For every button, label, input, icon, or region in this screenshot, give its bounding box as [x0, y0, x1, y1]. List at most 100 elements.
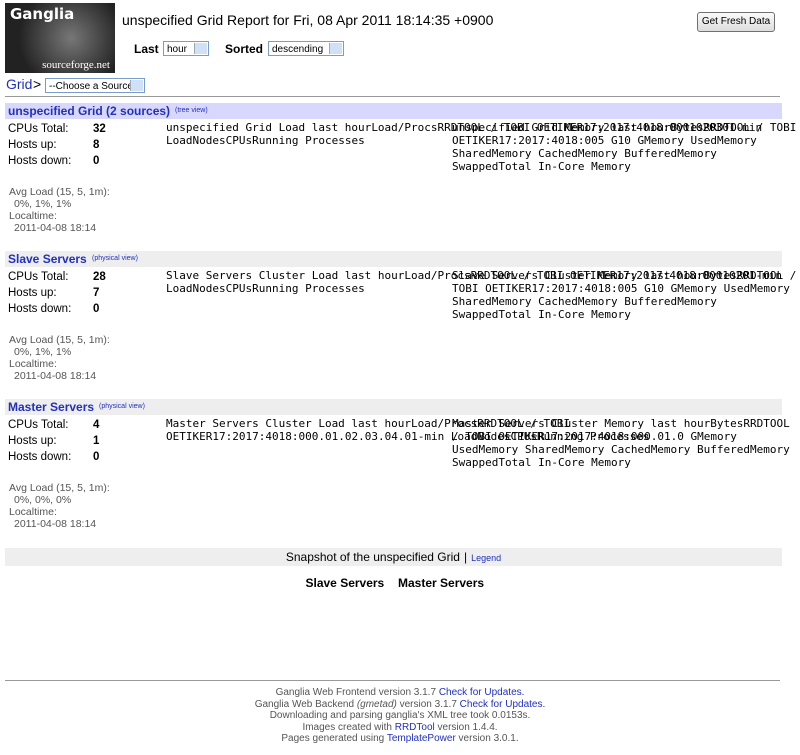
section-heading[interactable]: unspecified Grid (2 sources): [8, 104, 171, 118]
y-tick-label: 5 G: [597, 134, 618, 147]
stat-label: Hosts up:: [8, 139, 57, 151]
stat-value: 0: [93, 155, 100, 167]
breadcrumb-link[interactable]: Grid: [6, 76, 33, 92]
graph-title: Master Servers Cluster Memory last hour: [452, 417, 711, 430]
legend-label: Memory Swapped: [452, 295, 717, 321]
view-link[interactable]: (physical view): [92, 255, 138, 262]
legend-label: Memory Shared: [452, 282, 790, 308]
page-title: unspecified Grid Report for Fri, 08 Apr …: [122, 12, 494, 28]
y-tick-label: 10: [722, 269, 736, 282]
watermark: RRDTOOL / TOBI OETIKER: [452, 417, 790, 443]
legend-label: Total In-Core Memory: [498, 308, 631, 321]
y-tick-label: 2.0: [351, 430, 372, 443]
y-tick-label: 10 G: [617, 134, 645, 147]
footer-text: version 3.0.1.: [455, 733, 519, 744]
footer-line: Downloading and parsing ganglia's XML tr…: [0, 710, 800, 721]
y-axis-label: Bytes: [670, 121, 704, 134]
x-tick-label: 18:00: [649, 121, 683, 134]
y-tick-label: 3.0: [371, 430, 392, 443]
stat-value: 7: [93, 287, 100, 299]
avg-load-label: Avg Load (15, 5, 1m):: [9, 482, 110, 494]
rule: [5, 96, 780, 97]
avg-load: 0%, 1%, 1%: [14, 346, 72, 358]
graph-title: Master Servers Cluster Load last hour: [166, 417, 412, 430]
stat-value: 8: [93, 139, 100, 151]
x-tick-label: 18:00: [610, 430, 645, 443]
source-select[interactable]: --Choose a Source: [45, 78, 145, 93]
legend-label: CPUs: [510, 430, 537, 443]
footer-line: Ganglia Web Frontend version 3.1.7 Check…: [0, 687, 800, 698]
y-tick-label: 10 G: [650, 282, 678, 295]
logo-subtitle: sourceforge.net: [42, 59, 110, 71]
y-axis-label: Load/Procs: [404, 269, 471, 282]
x-tick-label: 17:20: [212, 430, 246, 443]
legend-label: Memory Buffered: [577, 147, 678, 160]
section-heading[interactable]: Slave Servers: [8, 252, 87, 266]
legend-label: CPUs: [225, 134, 253, 147]
legend-label: Memory Swapped: [452, 147, 717, 173]
legend-label: 1-min Load: [411, 430, 478, 443]
logo: Ganglia sourceforge.net: [5, 3, 115, 73]
x-tick-label: 17:40: [616, 121, 650, 134]
footer-link[interactable]: TemplatePower: [386, 733, 456, 744]
stat-label: CPUs Total:: [8, 123, 69, 135]
last-label: Last: [134, 42, 159, 56]
cluster-label[interactable]: Slave Servers: [305, 576, 385, 590]
snapshot-bar: Snapshot of the unspecified Grid | Legend: [5, 548, 782, 566]
view-link[interactable]: (tree view): [175, 107, 208, 114]
legend-label: Running Processes: [252, 134, 365, 147]
section-bar: Master Servers (physical view): [5, 399, 782, 415]
watermark: RRDTOOL / TOBI OETIKER: [452, 121, 797, 147]
footer-text: Pages generated using: [281, 733, 387, 744]
graph-title: unspecified Grid Load last hour: [166, 121, 372, 134]
footer-link[interactable]: Check for Updates.: [459, 698, 546, 710]
legend-label: Total In-Core Memory: [498, 160, 631, 173]
y-axis-label: Bytes: [710, 417, 744, 430]
localtime: 2011-04-08 18:14: [14, 222, 97, 234]
y-tick-label: 5 G: [630, 282, 651, 295]
watermark: RRDTOOL / TOBI OETIKER: [437, 121, 584, 134]
localtime-label: Localtime:: [9, 506, 57, 518]
avg-load: 0%, 0%, 0%: [14, 494, 72, 506]
x-tick-label: 17:40: [564, 282, 598, 295]
last-select[interactable]: hour: [163, 41, 209, 56]
y-tick-label: 0.0: [644, 430, 664, 443]
sorted-select[interactable]: descending: [268, 41, 344, 56]
stat-label: Hosts up:: [8, 287, 57, 299]
localtime-label: Localtime:: [9, 210, 57, 222]
section-heading[interactable]: Master Servers: [8, 400, 95, 414]
legend-label: Total In-Core Memory: [498, 456, 631, 469]
section-bar: Slave Servers (physical view): [5, 251, 782, 267]
legend-link[interactable]: Legend: [471, 553, 502, 563]
stat-label: CPUs Total:: [8, 419, 69, 431]
watermark: RRDTOOL / TOBI OETIKER: [166, 417, 570, 443]
x-tick-label: 18:00: [278, 430, 312, 443]
legend-label: Nodes: [192, 134, 226, 147]
legend-label: CPUs: [225, 282, 253, 295]
section-bar: unspecified Grid (2 sources) (tree view): [5, 103, 782, 119]
stat-value: 0: [93, 451, 100, 463]
legend-label: Memory Used: [644, 134, 717, 147]
y-tick-label: 0: [715, 269, 723, 282]
y-tick-label: 1.0: [331, 430, 352, 443]
view-link[interactable]: (physical view): [99, 403, 145, 410]
cluster-label[interactable]: Master Servers: [398, 576, 485, 590]
footer-text: Downloading and parsing ganglia's XML tr…: [269, 710, 531, 721]
y-tick-label: 0.0: [311, 430, 332, 443]
legend-label: Memory Swapped: [452, 443, 790, 469]
footer-link[interactable]: RRDTool: [394, 721, 435, 733]
watermark: RRDTOOL / TOBI OETIKER: [452, 269, 797, 295]
y-axis-label: Load/Procs: [371, 121, 438, 134]
graph: Slave Servers Cluster Load last hourLoad…: [166, 269, 800, 295]
fresh-button[interactable]: Get Fresh Data: [697, 12, 775, 32]
graph-title: Slave Servers Cluster Memory last hour: [452, 269, 704, 282]
legend-label: 1-min Load: [166, 121, 763, 147]
snapshot-sep: |: [463, 550, 468, 564]
footer-link[interactable]: Check for Updates.: [438, 687, 525, 698]
legend-label: Memory Buffered: [577, 295, 678, 308]
stat-label: Hosts down:: [8, 155, 72, 167]
footer-line: Ganglia Web Backend (gmetad) version 3.1…: [0, 699, 800, 710]
legend-label: Memory Shared: [452, 134, 757, 160]
legend-label: Memory Cached: [491, 295, 578, 308]
logo-title: Ganglia: [10, 5, 75, 23]
